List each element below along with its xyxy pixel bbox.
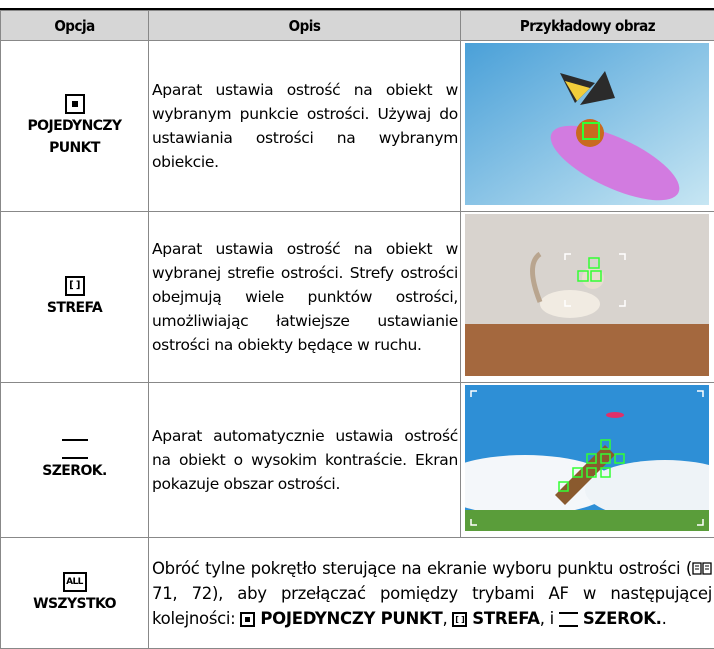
column-header: Przykładowy obraz (461, 11, 714, 41)
bold-text: SZEROK. (583, 609, 662, 628)
row: [ ] STREFA Aparat ustawia ostrość na obie… (1, 212, 714, 383)
option-label: STREFA (47, 300, 102, 316)
row: SZEROK. Aparat automatycznie ustawia ost… (1, 383, 714, 538)
row: POJEDYNCZY PUNKT Aparat ustawia ostrość … (1, 41, 714, 212)
book-icon (692, 561, 712, 575)
description: Aparat automatycznie ustawia ostrość na … (149, 383, 461, 538)
icon (240, 612, 255, 627)
text: , (442, 609, 452, 628)
column-header: Opcja (1, 11, 149, 41)
top-rule (0, 0, 714, 10)
text: . (662, 609, 667, 628)
header-row: Opcja Opis Przykładowy obraz (1, 11, 714, 41)
bold-text: STREFA (472, 609, 539, 628)
photo-butterfly (465, 43, 709, 205)
image-cell (461, 41, 714, 212)
description: Aparat ustawia ostrość na obiekt w wybra… (149, 41, 461, 212)
description: Aparat ustawia ostrość na obiekt w wybra… (149, 212, 461, 383)
icon: [ ] (452, 612, 467, 627)
column-header: Opis (149, 11, 461, 41)
option-label: SZEROK. (42, 463, 106, 479)
icon (65, 94, 85, 114)
icon: ALL (63, 572, 87, 592)
image-cell (461, 383, 714, 538)
description: Obróć tylne pokrętło sterujące na ekrani… (149, 538, 714, 649)
bold-text: POJEDYNCZY PUNKT (260, 609, 442, 628)
text: , i (540, 609, 559, 628)
photo-dog (465, 385, 709, 531)
option-label: WSZYSTKO (33, 596, 116, 612)
option-label: POJEDYNCZY PUNKT (20, 115, 130, 159)
option-cell: SZEROK. (1, 383, 149, 538)
option-cell: [ ] STREFA (1, 212, 149, 383)
af-table: Opcja Opis Przykładowy obraz POJEDYNCZY … (0, 10, 714, 649)
text: Obróć tylne pokrętło sterujące na ekrani… (152, 559, 692, 578)
image-cell (461, 212, 714, 383)
option-cell: POJEDYNCZY PUNKT (1, 41, 149, 212)
option-cell: ALL WSZYSTKO (1, 538, 149, 649)
row: ALL WSZYSTKO Obróć tylne pokrętło sterują… (1, 538, 714, 649)
icon (62, 439, 88, 459)
icon: [ ] (65, 276, 85, 296)
page: Opcja Opis Przykładowy obraz POJEDYNCZY … (0, 0, 714, 636)
icon (559, 612, 578, 627)
photo-cat (465, 214, 709, 376)
